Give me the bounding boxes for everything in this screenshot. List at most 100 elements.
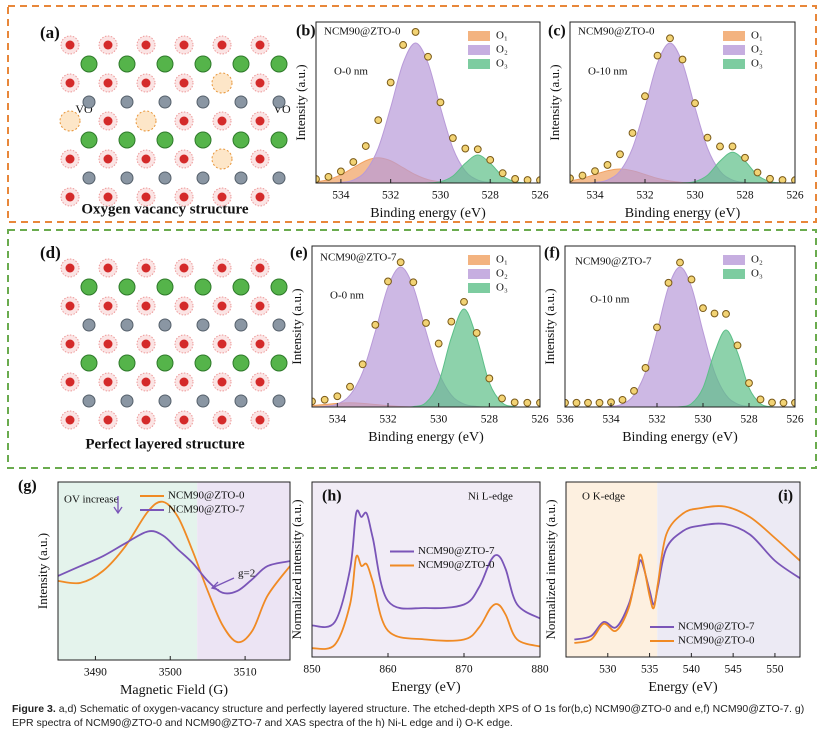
data-point bbox=[753, 168, 762, 177]
legend-label: O₃ bbox=[751, 268, 763, 280]
oxygen-atom bbox=[179, 78, 189, 88]
data-point bbox=[618, 395, 627, 404]
caption: Figure 3. a,d) Schematic of oxygen-vacan… bbox=[12, 702, 812, 730]
y-axis-label: Normalized intensity (a.u.) bbox=[289, 499, 304, 639]
x-tick-label: 3510 bbox=[234, 667, 257, 679]
oxygen-atom bbox=[179, 154, 189, 164]
oxygen-atom bbox=[179, 40, 189, 50]
annotation: O-0 nm bbox=[330, 290, 364, 302]
data-point bbox=[461, 144, 470, 153]
oxygen-atom bbox=[255, 78, 265, 88]
metal-atom bbox=[158, 171, 172, 185]
oxygen-atom bbox=[217, 116, 227, 126]
oxygen-atom bbox=[141, 301, 151, 311]
panel-label: (d) bbox=[40, 243, 61, 262]
x-tick-label: 545 bbox=[725, 664, 743, 676]
legend-label: NCM90@ZTO-0 bbox=[418, 559, 495, 571]
data-point bbox=[320, 395, 329, 404]
legend-label: O₃ bbox=[496, 58, 508, 70]
panel-label: (e) bbox=[290, 245, 308, 262]
metal-atom bbox=[234, 95, 248, 109]
oxygen-atom bbox=[141, 192, 151, 202]
x-tick-label: 530 bbox=[599, 664, 617, 676]
annotation: g=2 bbox=[238, 568, 255, 580]
data-point bbox=[424, 52, 432, 61]
data-point bbox=[485, 374, 494, 383]
legend-swatch bbox=[468, 269, 490, 279]
data-point bbox=[386, 78, 395, 87]
legend-label: NCM90@ZTO-7 bbox=[168, 504, 245, 516]
panel-label: (i) bbox=[778, 488, 793, 505]
data-point bbox=[733, 341, 742, 350]
legend-swatch bbox=[468, 283, 490, 293]
legend-label: O₂ bbox=[751, 254, 763, 266]
data-point bbox=[778, 176, 787, 183]
oxygen-atom bbox=[217, 263, 227, 273]
data-point bbox=[409, 278, 418, 287]
data-point bbox=[628, 129, 637, 137]
metal-atom bbox=[194, 55, 212, 73]
oxygen-atom bbox=[255, 415, 265, 425]
legend-swatch bbox=[468, 31, 490, 41]
data-point bbox=[460, 297, 468, 306]
x-tick-label: 526 bbox=[531, 414, 549, 426]
schematic-title: Oxygen vacancy structure bbox=[81, 201, 249, 217]
legend-label: O₁ bbox=[496, 30, 508, 42]
x-axis-label: Magnetic Field (G) bbox=[120, 683, 228, 698]
annotation: NCM90@ZTO-0 bbox=[578, 26, 655, 38]
annotation: O-0 nm bbox=[334, 66, 368, 78]
metal-atom bbox=[158, 394, 172, 408]
metal-atom bbox=[232, 131, 250, 149]
oxygen-atom bbox=[65, 339, 75, 349]
y-axis-label: Intensity (a.u.) bbox=[289, 288, 304, 364]
data-point bbox=[358, 360, 367, 369]
oxygen-atom bbox=[179, 116, 189, 126]
x-tick-label: 850 bbox=[303, 664, 321, 676]
data-point bbox=[616, 150, 624, 159]
metal-atom bbox=[158, 95, 172, 109]
plot-area bbox=[565, 258, 795, 407]
oxygen-atom bbox=[103, 339, 113, 349]
oxygen-atom bbox=[103, 377, 113, 387]
metal-atom bbox=[158, 318, 172, 332]
group-box bbox=[7, 229, 817, 469]
annotation: O-10 nm bbox=[588, 66, 628, 78]
data-point bbox=[766, 174, 774, 183]
metal-atom bbox=[194, 354, 212, 372]
data-point bbox=[473, 145, 482, 154]
data-point bbox=[710, 309, 719, 318]
data-point bbox=[779, 398, 788, 407]
x-tick-label: 526 bbox=[786, 414, 804, 426]
data-point bbox=[346, 382, 354, 391]
annotation: OV increase bbox=[64, 494, 119, 506]
arrow bbox=[210, 577, 235, 591]
metal-atom bbox=[118, 354, 136, 372]
metal-atom bbox=[80, 278, 98, 296]
oxygen-atom bbox=[65, 40, 75, 50]
oxygen-atom bbox=[179, 301, 189, 311]
x-tick-label: 534 bbox=[329, 414, 347, 426]
data-point bbox=[371, 320, 380, 329]
component-area bbox=[312, 308, 540, 407]
arrow bbox=[113, 496, 123, 515]
caption-label: Figure 3. bbox=[12, 703, 56, 715]
x-axis-label: Energy (eV) bbox=[648, 680, 718, 695]
metal-atom bbox=[118, 278, 136, 296]
data-point bbox=[399, 41, 408, 49]
data-point bbox=[349, 158, 358, 166]
annotation: Ni L-edge bbox=[468, 491, 513, 503]
oxygen-atom bbox=[103, 263, 113, 273]
x-axis-label: Binding energy (eV) bbox=[370, 206, 486, 221]
oxygen-atom bbox=[141, 78, 151, 88]
metal-atom bbox=[272, 95, 286, 109]
y-axis-label: Normalized intensity (a.u.) bbox=[543, 499, 558, 639]
legend-label: O₃ bbox=[496, 282, 508, 294]
x-tick-label: 540 bbox=[683, 664, 701, 676]
data-point bbox=[523, 176, 532, 183]
x-tick-label: 534 bbox=[586, 190, 604, 202]
oxygen-atom bbox=[255, 40, 265, 50]
vacancy bbox=[135, 110, 157, 132]
x-tick-label: 534 bbox=[602, 414, 620, 426]
axes-frame bbox=[311, 481, 541, 658]
data-point bbox=[722, 310, 730, 318]
